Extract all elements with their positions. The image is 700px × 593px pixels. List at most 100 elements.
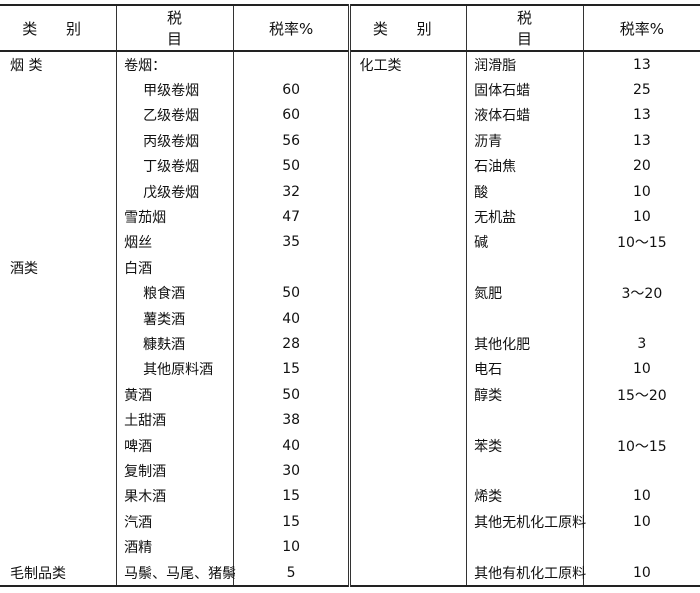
table-row: 汽酒 15 其他无机化工原料 10 [0, 509, 700, 535]
cell-category-left [0, 331, 117, 356]
cell-item-left: 马鬃、马尾、猪鬃 [116, 559, 236, 588]
cell-rate-right [582, 534, 700, 560]
cell-item-left: 粮食酒 [116, 280, 234, 306]
cell-rate-left [232, 255, 350, 281]
cell-item-left: 戊级卷烟 [116, 178, 234, 205]
cell-rate-right [582, 458, 700, 484]
cell-item-right: 烯类 [466, 483, 584, 510]
cell-category-right [348, 102, 467, 129]
table-row: 土甜酒 38 [0, 407, 700, 433]
table-row: 甲级卷烟 60 固体石蜡 25 [0, 77, 700, 103]
tax-rate-table: 类 别 税 目 税率% 类 别 税 目 税率% 烟 类卷烟： 化工类 润滑脂 13 甲级… [0, 4, 700, 588]
table-row: 黄酒 50 醇类 15～20 [0, 382, 700, 408]
cell-rate-right [582, 305, 700, 332]
cell-item-right: 醇类 [466, 382, 584, 408]
cell-category-left [0, 382, 117, 407]
table-row: 酒精 10 [0, 534, 700, 560]
cell-item-left: 雪茄烟 [116, 204, 234, 230]
cell-category-left: 酒类 [10, 260, 38, 277]
table-row: 果木酒 15 烯类 10 [0, 483, 700, 510]
cell-category-right [348, 229, 467, 256]
cell-item-left: 糠麸酒 [116, 331, 234, 357]
cell-category-left [0, 179, 117, 204]
table-row: 复制酒 30 [0, 458, 700, 484]
cell-category-left [0, 534, 117, 559]
cell-rate-left [232, 51, 350, 78]
table-row: 啤酒 40 苯类 10～15 [0, 432, 700, 459]
cell-item-left: 白酒 [116, 255, 234, 281]
cell-item-right: 石油焦 [466, 153, 584, 179]
cell-rate-right: 10 [582, 178, 700, 205]
cell-item-left: 果木酒 [116, 483, 234, 510]
cell-rate-right: 25 [582, 77, 700, 103]
cell-item-right [466, 458, 584, 484]
cell-rate-right: 10 [582, 356, 700, 383]
cell-rate-right: 13 [582, 128, 700, 154]
cell-category-right [348, 534, 467, 560]
cell-item-right: 沥青 [466, 128, 584, 154]
cell-rate-left: 50 [232, 382, 350, 408]
cell-rate-right: 15～20 [582, 382, 700, 408]
cell-item-left: 黄酒 [116, 382, 234, 408]
cell-category-right [348, 382, 467, 408]
cell-item-left: 乙级卷烟 [116, 102, 234, 129]
cell-rate-left: 10 [232, 534, 350, 560]
cell-rate-left: 38 [232, 407, 350, 433]
cell-rate-left: 60 [232, 102, 350, 129]
cell-rate-right: 10～15 [582, 229, 700, 256]
cell-category-left [0, 407, 117, 432]
cell-category-right [348, 458, 467, 484]
cell-rate-left: 5 [232, 559, 350, 588]
cell-item-left: 汽酒 [116, 509, 234, 535]
cell-rate-left: 40 [232, 432, 350, 459]
cell-category-left [0, 154, 117, 179]
table-row: 糠麸酒 28 其他化肥 3 [0, 331, 700, 357]
cell-rate-right: 10 [582, 483, 700, 510]
cell-category-left [0, 433, 117, 458]
table-row: 雪茄烟 47 无机盐 10 [0, 204, 700, 230]
cell-category-right [348, 356, 467, 383]
cell-category-right [348, 407, 467, 433]
cell-rate-left: 32 [232, 178, 350, 205]
cell-item-left: 复制酒 [116, 458, 234, 484]
cell-category-right [348, 153, 467, 179]
cell-category-right [348, 509, 467, 535]
cell-item-left: 薯类酒 [116, 305, 234, 332]
cell-category-left [0, 357, 117, 382]
cell-rate-left: 50 [232, 153, 350, 179]
cell-rate-left: 60 [232, 77, 350, 103]
cell-category-left [0, 103, 117, 128]
cell-item-right: 电石 [466, 356, 584, 383]
cell-item-right [466, 305, 584, 332]
cell-category-right [348, 280, 467, 306]
cell-category-left [0, 204, 117, 229]
cell-rate-right: 3～20 [582, 280, 700, 306]
cell-rate-right [582, 255, 700, 281]
cell-category-left: 烟 类 [10, 57, 43, 74]
cell-item-left: 丙级卷烟 [116, 128, 234, 154]
cell-category-right [348, 483, 467, 510]
cell-item-left: 土甜酒 [116, 407, 234, 433]
cell-category-right [348, 331, 467, 357]
cell-category-left [0, 77, 117, 102]
cell-item-left: 其他原料酒 [116, 356, 234, 383]
cell-rate-left: 15 [232, 509, 350, 535]
header-rate-left: 税率% [232, 4, 350, 52]
cell-item-right: 碱 [466, 229, 584, 256]
cell-category-left: 毛制品类 [0, 559, 117, 588]
cell-item-right: 无机盐 [466, 204, 584, 230]
cell-item-right: 酸 [466, 178, 584, 205]
header-category-left: 类 别 [0, 4, 117, 52]
table-header-row: 类 别 税 目 税率% 类 别 税 目 税率% [0, 4, 700, 52]
cell-rate-left: 30 [232, 458, 350, 484]
cell-item-left: 丁级卷烟 [116, 153, 234, 179]
cell-category-right [348, 305, 467, 332]
cell-category-left [0, 484, 117, 509]
cell-category-right [348, 255, 467, 281]
cell-rate-right: 13 [582, 102, 700, 129]
cell-item-right: 液体石蜡 [466, 102, 584, 129]
table-row: 乙级卷烟 60 液体石蜡 13 [0, 102, 700, 129]
cell-item-right [466, 407, 584, 433]
cell-category-right: 化工类 [348, 51, 467, 78]
